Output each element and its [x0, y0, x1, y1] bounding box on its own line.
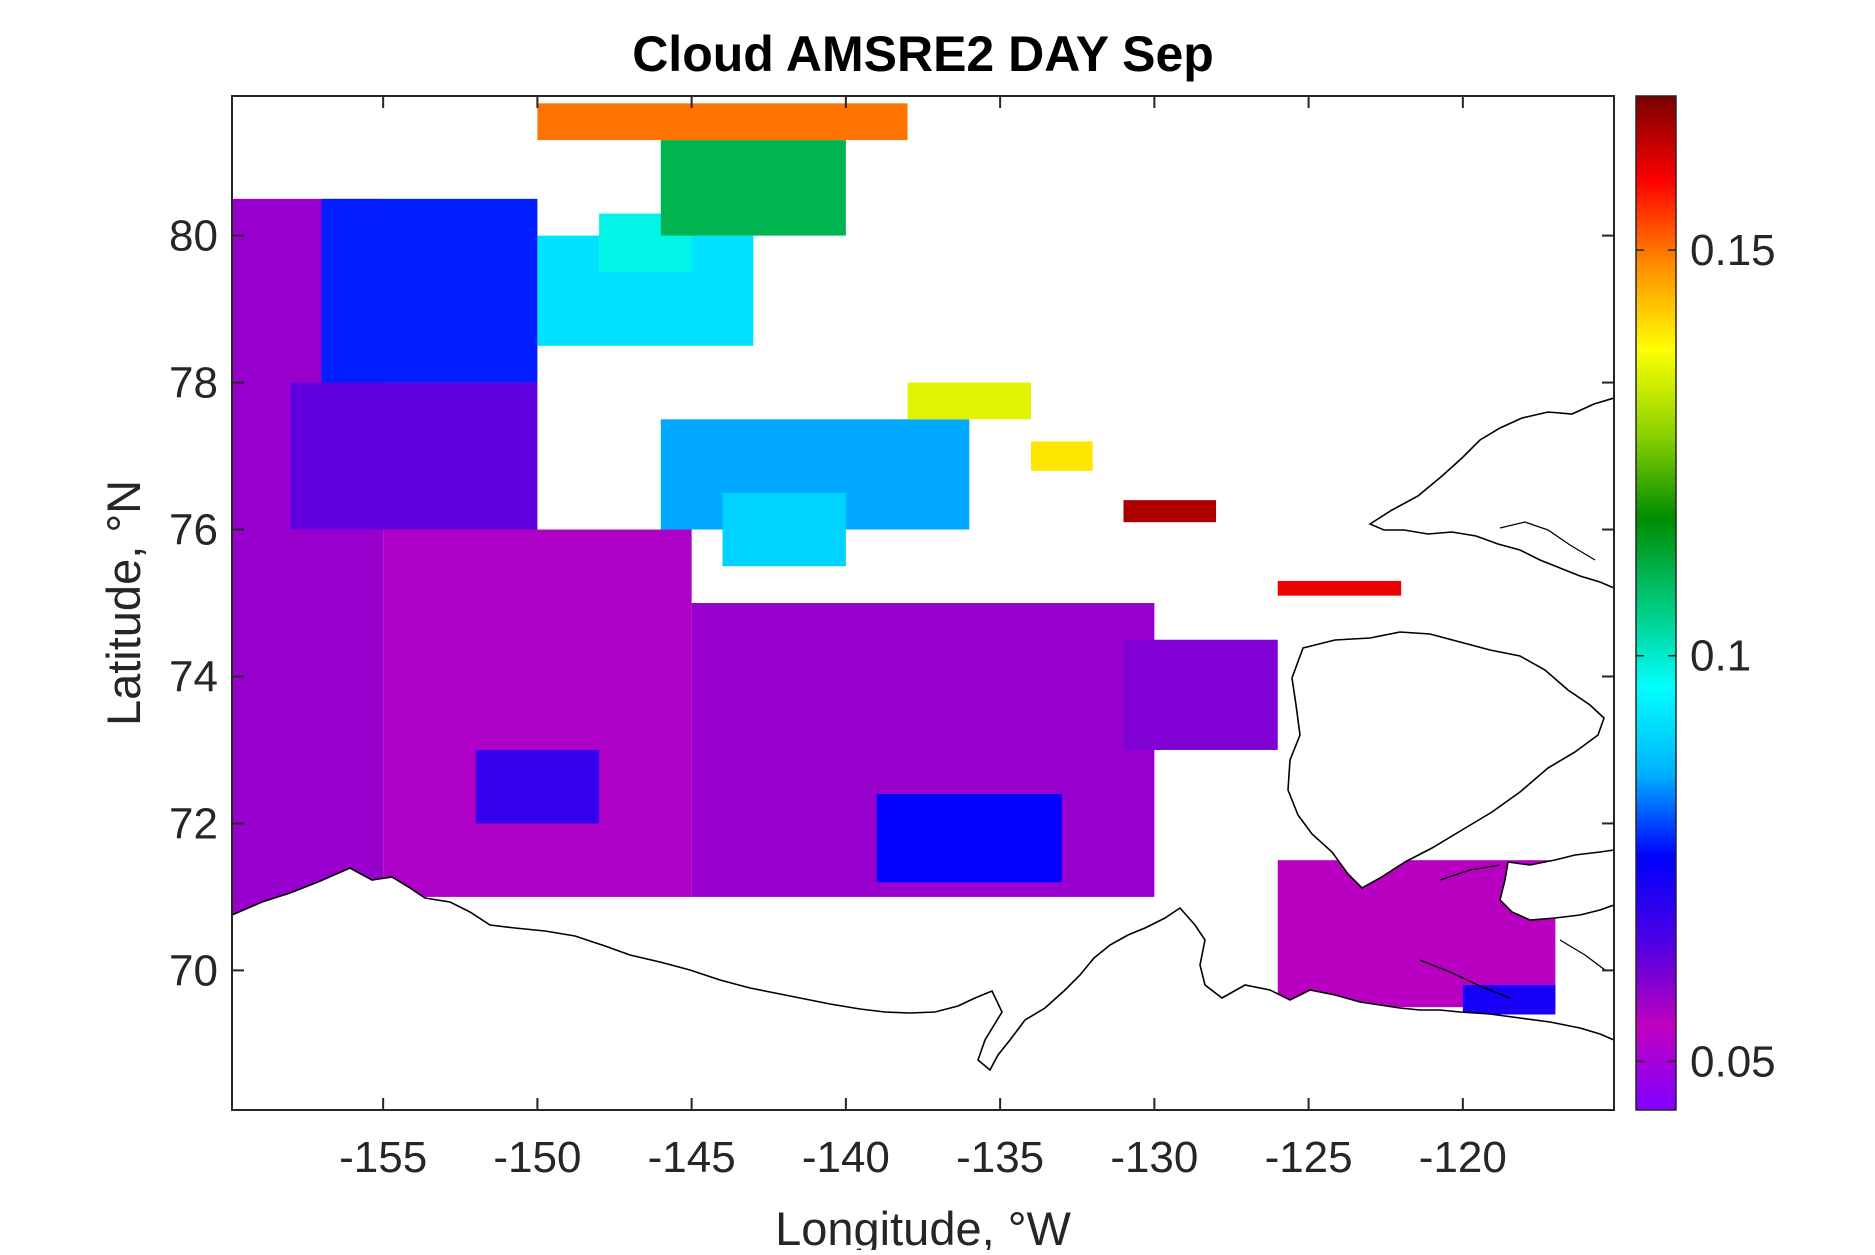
queen-elizabeth-islands-coastline	[1368, 397, 1614, 589]
colorbar-tick-label: 0.05	[1690, 1037, 1776, 1086]
x-axis-ticks: -155 -150 -145 -140 -135 -130 -125 -120	[339, 96, 1507, 1182]
map-title: Cloud AMSRE2 DAY Sep	[632, 26, 1214, 82]
x-tick-label: -150	[493, 1133, 581, 1182]
heatmap-cell-19	[1462, 985, 1556, 1015]
heatmap-cell-1	[383, 529, 692, 897]
coastlines	[232, 397, 1614, 1110]
heatmap-cell-3	[290, 382, 538, 530]
heatmap-cell-10	[722, 492, 846, 567]
y-tick-label: 72	[169, 799, 218, 848]
x-axis-label: Longitude, °W	[775, 1202, 1071, 1250]
x-tick-label: -130	[1110, 1133, 1198, 1182]
colorbar-tick-label: 0.15	[1690, 226, 1776, 275]
victoria-island-coastline	[1499, 849, 1614, 921]
heatmap-cell-8	[537, 103, 908, 141]
y-tick-label: 70	[169, 946, 218, 995]
heatmap-cell-14	[1277, 580, 1402, 596]
x-tick-label: -135	[956, 1133, 1044, 1182]
y-axis-label: Latitude, °N	[97, 480, 150, 726]
heatmap-cell-4	[321, 198, 538, 383]
alaska-coastline	[232, 867, 1614, 1110]
heatmap-cell-7	[660, 140, 846, 236]
heatmap-cell-17	[1123, 639, 1278, 750]
y-tick-label: 78	[169, 359, 218, 408]
plot-frame	[231, 95, 1615, 1111]
y-tick-label: 74	[169, 652, 218, 701]
heatmap-cell-2	[475, 749, 600, 824]
heatmap-cells	[232, 103, 1556, 1015]
y-axis-ticks: 70 72 74 76 78 80	[169, 212, 1614, 995]
colorbar-tick-label: 0.1	[1690, 632, 1751, 681]
x-tick-label: -125	[1265, 1133, 1353, 1182]
colorbar-ticks: 0.05 0.1 0.15	[1636, 226, 1776, 1086]
x-tick-label: -120	[1419, 1133, 1507, 1182]
heatmap-cell-16	[876, 794, 1062, 883]
y-tick-label: 76	[169, 506, 218, 555]
heatmap-cell-13	[1123, 500, 1217, 523]
colorbar	[1635, 95, 1677, 1111]
inner-coast-line	[1419, 521, 1606, 999]
heatmap-cell-11	[907, 382, 1031, 420]
banks-island-coastline	[1287, 631, 1605, 889]
x-tick-label: -155	[339, 1133, 427, 1182]
x-tick-label: -145	[648, 1133, 736, 1182]
x-tick-label: -140	[802, 1133, 890, 1182]
y-tick-label: 80	[169, 212, 218, 261]
heatmap-cell-12	[1030, 441, 1093, 471]
